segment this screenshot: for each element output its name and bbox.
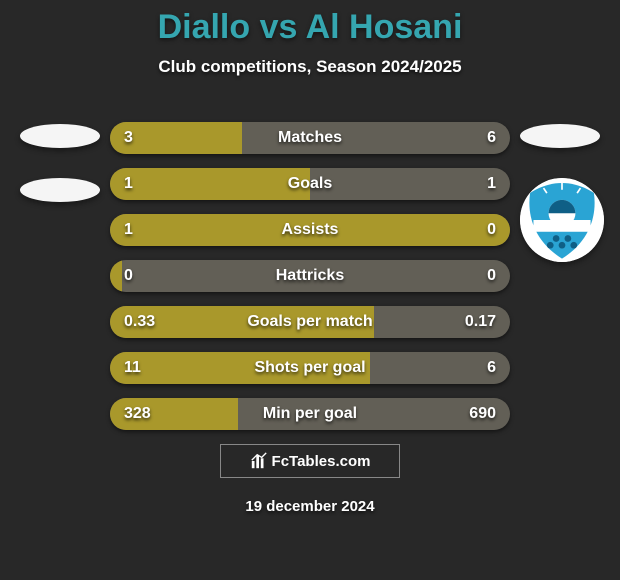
stat-row: 00Hattricks <box>110 260 510 292</box>
stat-row: 11Goals <box>110 168 510 200</box>
left-club-crest-2 <box>20 178 100 202</box>
stat-label: Goals per match <box>110 306 510 338</box>
stat-label: Assists <box>110 214 510 246</box>
branding-label: FcTables.com <box>272 453 371 470</box>
stat-row: 36Matches <box>110 122 510 154</box>
right-club-crest-1 <box>520 124 600 148</box>
left-club-crest-1 <box>20 124 100 148</box>
stat-label: Shots per goal <box>110 352 510 384</box>
stat-row: 328690Min per goal <box>110 398 510 430</box>
stat-label: Hattricks <box>110 260 510 292</box>
stats-bars: 36Matches 11Goals 10Assists 00Hattricks 0.33… <box>110 122 510 444</box>
stat-row: 116Shots per goal <box>110 352 510 384</box>
branding-box[interactable]: FcTables.com <box>220 444 400 478</box>
stat-label: Matches <box>110 122 510 154</box>
bar-chart-icon <box>250 452 268 470</box>
stat-row: 10Assists <box>110 214 510 246</box>
right-club-badge <box>520 178 604 262</box>
shield-icon <box>520 178 604 262</box>
stat-label: Goals <box>110 168 510 200</box>
page-title: Diallo vs Al Hosani <box>0 0 620 47</box>
stat-row: 0.330.17Goals per match <box>110 306 510 338</box>
subtitle: Club competitions, Season 2024/2025 <box>0 57 620 77</box>
date-label: 19 december 2024 <box>0 498 620 515</box>
stat-label: Min per goal <box>110 398 510 430</box>
